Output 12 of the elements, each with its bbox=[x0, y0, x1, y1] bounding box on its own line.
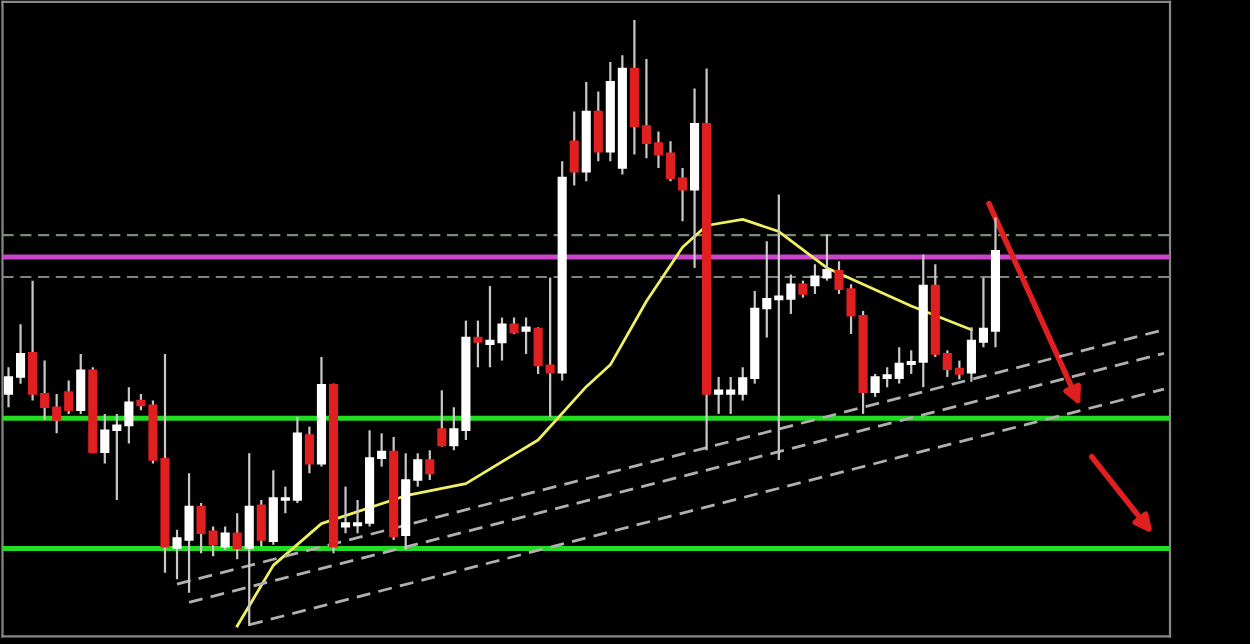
candlestick bbox=[437, 389, 447, 448]
candlestick bbox=[256, 498, 266, 548]
candlestick bbox=[569, 110, 579, 187]
candlestick bbox=[232, 512, 242, 561]
candlestick bbox=[304, 425, 314, 475]
candlestick bbox=[244, 452, 254, 628]
candlestick bbox=[521, 316, 531, 356]
candlestick bbox=[593, 90, 603, 163]
candlestick bbox=[425, 449, 435, 482]
candlestick bbox=[220, 525, 230, 551]
candlestick bbox=[473, 319, 483, 369]
candlestick bbox=[76, 352, 86, 416]
